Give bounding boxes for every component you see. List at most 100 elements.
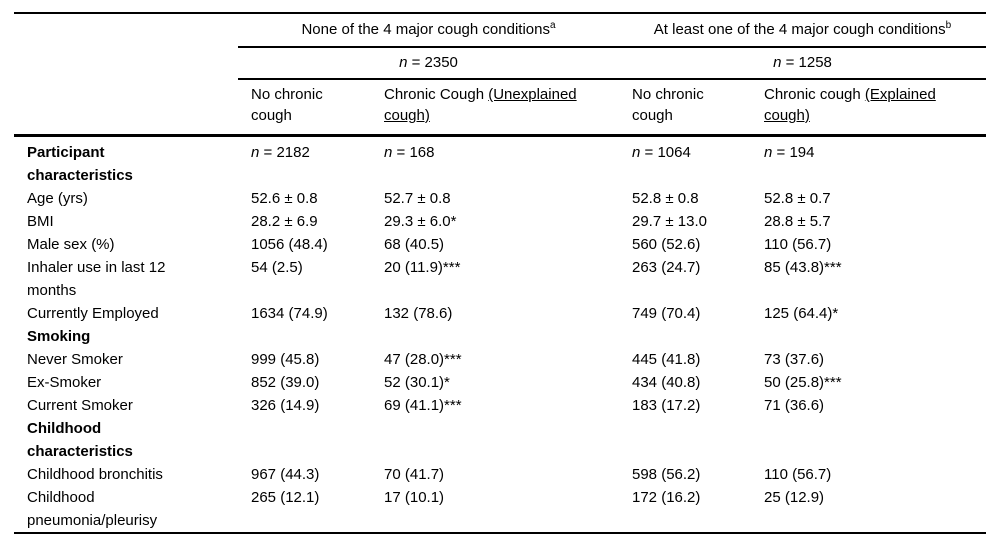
cell: 54 (2.5)	[251, 259, 303, 276]
row-label: Currently Employed	[27, 305, 159, 322]
cell: 265 (12.1)	[238, 486, 371, 534]
row-participant-characteristics: Participant characteristics n = 2182 n =…	[14, 136, 986, 188]
n-value: = 2350	[407, 54, 458, 71]
cell: 68 (40.5)	[384, 236, 445, 253]
subheader-text: Chronic cough	[764, 86, 865, 103]
cell: 172 (16.2)	[619, 486, 751, 534]
cell: 52.7 ± 0.8	[384, 190, 451, 207]
section-label: Childhood characteristics	[27, 420, 133, 460]
row-section-childhood-characteristics: Childhood characteristics	[14, 417, 986, 463]
n-symbol: n	[251, 144, 260, 161]
column-group-row: None of the 4 major cough conditionsa At…	[14, 13, 987, 48]
row-label: BMI	[27, 213, 54, 230]
cell: 852 (39.0)	[251, 374, 320, 391]
subheader-underlined-text: (Explained cough)	[764, 86, 936, 124]
row-childhood-bronchitis: Childhood bronchitis 967 (44.3) 70 (41.7…	[14, 463, 986, 486]
footnote-marker-b: b	[945, 20, 952, 31]
row-current-smoker: Current Smoker 326 (14.9) 69 (41.1)*** 1…	[14, 394, 986, 417]
row-section-smoking: Smoking	[14, 325, 986, 348]
cell: 326 (14.9)	[251, 397, 320, 414]
column-group-at-least-one-of-4: At least one of the 4 major cough condit…	[619, 13, 987, 48]
cell: 999 (45.8)	[251, 351, 320, 368]
row-label: Childhood pneumonia/pleurisy	[14, 486, 238, 534]
blank-header-cell	[14, 47, 238, 79]
row-label: Male sex (%)	[27, 236, 115, 253]
subheader-explained-cough: Chronic cough (Explained cough)	[751, 79, 987, 137]
row-label: Inhaler use in last 12 months	[27, 259, 166, 299]
n-value: = 1258	[781, 54, 832, 71]
row-label: Never Smoker	[27, 351, 123, 368]
cell: 20 (11.9)***	[384, 259, 461, 276]
group-n-row: n = 2350 n = 1258	[14, 47, 987, 80]
cell: 125 (64.4)*	[764, 305, 839, 322]
subheader-row: No chronic cough Chronic Cough (Unexplai…	[14, 79, 987, 137]
cell: 29.7 ± 13.0	[632, 213, 707, 230]
blank-header-cell	[14, 13, 238, 47]
row-inhaler-use: Inhaler use in last 12 months 54 (2.5) 2…	[14, 256, 986, 302]
cell: 29.3 ± 6.0*	[384, 213, 457, 230]
cell: 52 (30.1)*	[384, 374, 450, 391]
row-bmi: BMI 28.2 ± 6.9 29.3 ± 6.0* 29.7 ± 13.0 2…	[14, 210, 986, 233]
cell: 434 (40.8)	[632, 374, 701, 391]
cell: 183 (17.2)	[632, 397, 701, 414]
cell: 85 (43.8)***	[764, 259, 842, 276]
cell: 110 (56.7)	[764, 236, 832, 253]
group-n-1258: n = 1258	[619, 47, 987, 80]
cell: 28.2 ± 6.9	[251, 213, 318, 230]
n-symbol: n	[632, 144, 641, 161]
cell: 52.6 ± 0.8	[251, 190, 318, 207]
row-currently-employed: Currently Employed 1634 (74.9) 132 (78.6…	[14, 302, 986, 325]
subheader-text: Chronic Cough	[384, 86, 489, 103]
cell: 749 (70.4)	[632, 305, 701, 322]
cell	[619, 417, 751, 463]
cell: 25 (12.9)	[751, 486, 987, 534]
cell: 69 (41.1)***	[384, 397, 462, 414]
row-label: Participant characteristics	[27, 144, 133, 184]
cell	[751, 417, 986, 463]
row-label: Age (yrs)	[27, 190, 88, 207]
row-label: Ex-Smoker	[27, 374, 102, 391]
cell: 1634 (74.9)	[251, 305, 328, 322]
cell: 52.8 ± 0.7	[764, 190, 831, 207]
cell: 52.8 ± 0.8	[632, 190, 699, 207]
row-childhood-pneumonia-pleurisy: Childhood pneumonia/pleurisy 265 (12.1) …	[14, 486, 987, 534]
cell: 70 (41.7)	[384, 466, 445, 483]
n-value: = 1064	[640, 144, 691, 161]
section-label: Smoking	[27, 328, 91, 345]
subheader-text: No chronic cough	[632, 86, 704, 124]
cell: n = 168	[371, 136, 619, 188]
row-age: Age (yrs) 52.6 ± 0.8 52.7 ± 0.8 52.8 ± 0…	[14, 187, 986, 210]
cell: 110 (56.7)	[764, 466, 832, 483]
footnote-marker-a: a	[549, 20, 556, 31]
subheader-no-chronic-cough-2: No chronic cough	[619, 79, 751, 137]
cell: n = 2182	[238, 136, 371, 188]
cell: 47 (28.0)***	[384, 351, 462, 368]
cell: 1056 (48.4)	[251, 236, 328, 253]
subheader-unexplained-cough: Chronic Cough (Unexplained cough)	[371, 79, 619, 137]
cell: 17 (10.1)	[371, 486, 619, 534]
subheader-no-chronic-cough-1: No chronic cough	[238, 79, 371, 137]
cell: 445 (41.8)	[632, 351, 701, 368]
row-label: Childhood bronchitis	[27, 466, 163, 483]
cell: 73 (37.6)	[764, 351, 825, 368]
cell: n = 1064	[619, 136, 751, 188]
table-header: None of the 4 major cough conditionsa At…	[14, 13, 987, 137]
row-ex-smoker: Ex-Smoker 852 (39.0) 52 (30.1)* 434 (40.…	[14, 371, 986, 394]
n-value: = 168	[392, 144, 435, 161]
n-value: = 2182	[259, 144, 310, 161]
cell	[238, 417, 371, 463]
cell: 71 (36.6)	[764, 397, 825, 414]
n-value: = 194	[772, 144, 815, 161]
subheader-text: No chronic cough	[251, 86, 323, 124]
cell	[751, 325, 986, 348]
row-never-smoker: Never Smoker 999 (45.8) 47 (28.0)*** 445…	[14, 348, 986, 371]
n-symbol: n	[399, 54, 408, 71]
n-symbol: n	[384, 144, 393, 161]
row-male-sex: Male sex (%) 1056 (48.4) 68 (40.5) 560 (…	[14, 233, 986, 256]
cell: 967 (44.3)	[251, 466, 320, 483]
n-symbol: n	[773, 54, 782, 71]
n-symbol: n	[764, 144, 773, 161]
cell	[619, 325, 751, 348]
blank-header-cell	[14, 79, 238, 137]
cell: 50 (25.8)***	[764, 374, 842, 391]
